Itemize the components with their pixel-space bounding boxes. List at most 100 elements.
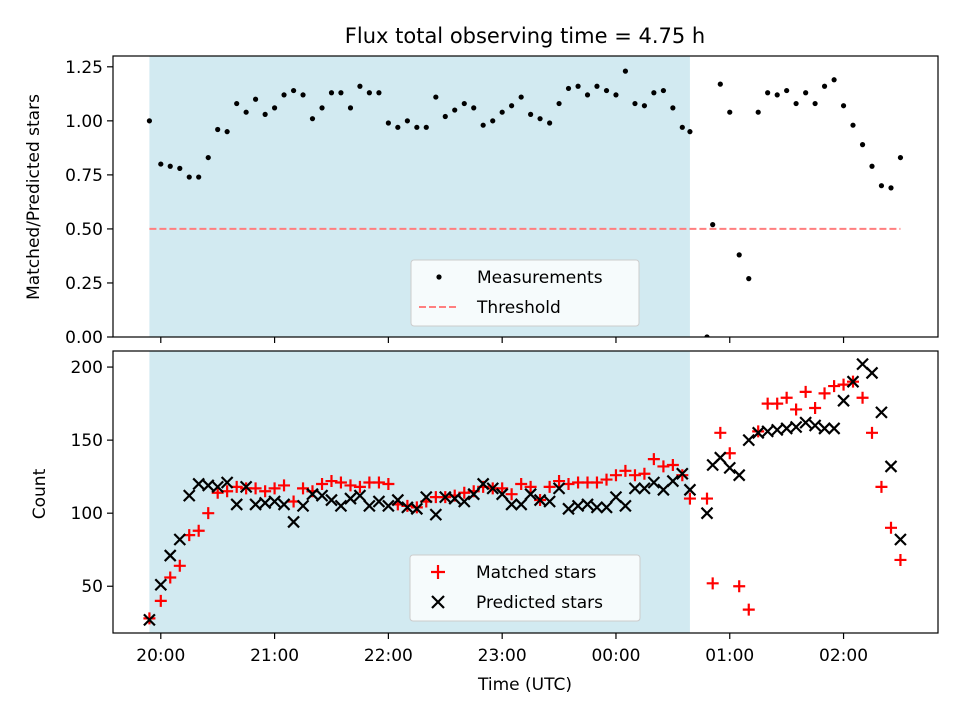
measurement-point bbox=[177, 165, 183, 171]
matched-star-point bbox=[828, 380, 841, 393]
matched-star-point bbox=[344, 479, 357, 492]
predicted-star-point bbox=[325, 493, 338, 507]
measurement-point bbox=[205, 154, 211, 161]
predicted-star-point bbox=[277, 498, 291, 511]
ratio-panel: 0.00 0.25 0.50 0.75 1.00 1.25 Matched/Predict… bbox=[24, 55, 939, 348]
predicted-star-points bbox=[143, 357, 907, 627]
measurement-point bbox=[888, 185, 894, 191]
predicted-star-point bbox=[732, 468, 746, 482]
measurement-point bbox=[146, 118, 153, 124]
matched-star-point bbox=[657, 460, 670, 473]
predicted-star-point bbox=[600, 501, 613, 514]
predicted-star-point bbox=[192, 477, 205, 491]
matched-star-point bbox=[790, 403, 803, 416]
matched-legend-marker bbox=[431, 565, 445, 579]
measurement-point bbox=[793, 100, 799, 107]
predicted-star-point bbox=[619, 499, 632, 513]
count-x-label: Time (UTC) bbox=[477, 675, 572, 695]
predicted-star-point bbox=[505, 498, 518, 511]
predicted-star-point bbox=[581, 498, 594, 511]
matched-star-point bbox=[856, 391, 869, 404]
measurement-point bbox=[660, 87, 667, 94]
measurement-point bbox=[328, 90, 335, 96]
measurement-point bbox=[632, 100, 638, 107]
measurement-point bbox=[167, 163, 173, 169]
matched-star-point bbox=[458, 486, 471, 499]
matched-star-point bbox=[647, 453, 660, 466]
predicted-star-point bbox=[182, 489, 196, 502]
predicted-star-point bbox=[268, 495, 281, 508]
matched-star-point bbox=[799, 385, 812, 398]
predicted-star-point bbox=[334, 499, 348, 513]
measurement-point bbox=[518, 94, 524, 100]
matched-star-point bbox=[894, 553, 907, 566]
measurement-point bbox=[584, 92, 591, 98]
matched-star-point bbox=[211, 486, 224, 499]
measurement-point bbox=[471, 105, 477, 111]
threshold-legend-label: Threshold bbox=[476, 298, 561, 318]
matched-star-point bbox=[600, 473, 613, 486]
predicted-star-point bbox=[846, 375, 860, 388]
measurement-point bbox=[404, 118, 410, 124]
matched-star-point bbox=[382, 477, 395, 490]
measurement-point bbox=[774, 92, 780, 98]
count-x-tick-label: 22:00 bbox=[364, 646, 413, 666]
measurement-point bbox=[319, 105, 325, 111]
measurement-point bbox=[234, 100, 240, 107]
matched-star-point bbox=[202, 507, 215, 520]
measurement-point bbox=[395, 124, 401, 130]
predicted-legend-marker bbox=[431, 595, 445, 609]
predicted-star-point bbox=[700, 506, 714, 520]
measurement-point bbox=[575, 83, 581, 89]
measurement-point bbox=[224, 129, 230, 135]
matched-star-point bbox=[553, 475, 566, 488]
count-y-axis: 50 100 150 200 bbox=[71, 358, 113, 597]
predicted-star-point bbox=[552, 482, 566, 495]
predicted-star-point bbox=[723, 461, 737, 475]
ratio-legend: Measurements Threshold bbox=[410, 259, 640, 327]
matched-star-point bbox=[714, 426, 727, 439]
measurement-point bbox=[651, 90, 657, 96]
measurement-point bbox=[528, 111, 534, 117]
predicted-star-point bbox=[666, 474, 680, 488]
measurement-point bbox=[878, 183, 885, 189]
measurement-points bbox=[146, 68, 904, 337]
measurement-point bbox=[565, 85, 572, 92]
count-y-label: Count bbox=[30, 468, 50, 519]
predicted-star-point bbox=[391, 493, 405, 507]
predicted-star-point bbox=[799, 416, 812, 429]
predicted-star-point bbox=[363, 499, 376, 513]
measurement-point bbox=[670, 105, 676, 111]
measurement-point bbox=[281, 92, 287, 98]
measurement-point bbox=[309, 116, 316, 122]
matched-star-point bbox=[885, 521, 898, 534]
measurement-point bbox=[290, 87, 297, 94]
predicted-star-point bbox=[410, 502, 424, 516]
measurement-point bbox=[366, 90, 372, 96]
predicted-star-point bbox=[495, 487, 509, 501]
measurement-point bbox=[158, 161, 164, 167]
predicted-star-point bbox=[884, 460, 898, 473]
ratio-y-tick-label: 0.25 bbox=[65, 274, 103, 294]
measurement-point bbox=[840, 103, 847, 109]
count-y-tick-label: 50 bbox=[81, 577, 103, 597]
predicted-star-point bbox=[808, 419, 822, 432]
measurement-point bbox=[376, 90, 382, 96]
predicted-star-point bbox=[211, 480, 224, 494]
measurement-point bbox=[347, 105, 354, 111]
measurement-point bbox=[755, 109, 761, 115]
measurement-point bbox=[594, 83, 600, 89]
measurement-point bbox=[499, 109, 505, 115]
matched-star-point bbox=[628, 469, 641, 482]
matched-star-point bbox=[334, 476, 347, 489]
matched-star-point bbox=[268, 482, 281, 495]
predicted-star-point bbox=[372, 495, 386, 508]
matched-star-point bbox=[316, 477, 329, 490]
measurement-point bbox=[461, 100, 467, 107]
matched-star-point bbox=[505, 488, 518, 501]
measurement-point bbox=[547, 120, 553, 126]
ratio-plot-frame bbox=[112, 55, 939, 338]
matched-star-point bbox=[771, 397, 784, 410]
predicted-star-point bbox=[173, 533, 187, 546]
count-legend: Matched stars Predicted stars bbox=[409, 554, 641, 622]
